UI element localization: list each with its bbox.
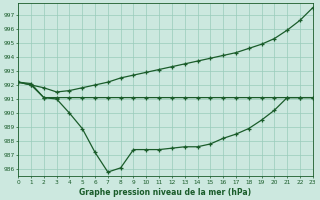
X-axis label: Graphe pression niveau de la mer (hPa): Graphe pression niveau de la mer (hPa): [79, 188, 252, 197]
